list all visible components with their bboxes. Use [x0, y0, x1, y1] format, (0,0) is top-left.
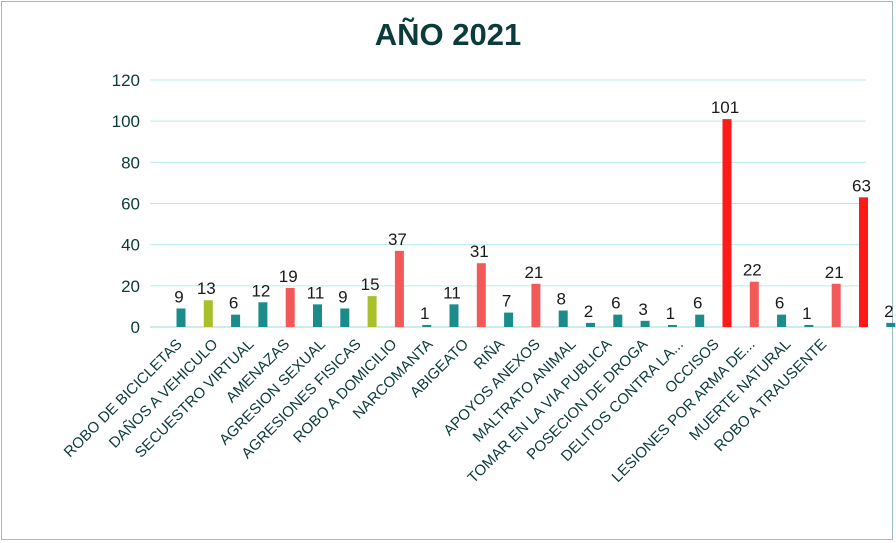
- y-tick-label: 60: [121, 195, 140, 214]
- bar: [531, 283, 541, 327]
- data-label: 9: [338, 287, 347, 306]
- data-label: 31: [470, 242, 489, 261]
- data-label: 1: [802, 304, 811, 323]
- bar: [640, 320, 650, 327]
- bar: [340, 308, 350, 327]
- data-label: 21: [825, 263, 844, 282]
- bar: [886, 322, 896, 327]
- data-label: 6: [693, 294, 702, 313]
- data-label: 3: [638, 300, 647, 319]
- bar: [231, 314, 241, 327]
- y-tick-label: 80: [121, 153, 140, 172]
- data-label: 7: [502, 292, 511, 311]
- bar: [749, 281, 759, 327]
- data-label: 22: [743, 261, 762, 280]
- data-label: 37: [388, 230, 407, 249]
- bar: [313, 304, 322, 327]
- data-label: 101: [711, 98, 739, 117]
- y-tick-label: 20: [121, 277, 140, 296]
- bar: [422, 324, 432, 327]
- bar: [394, 250, 404, 327]
- y-axis-ticks: 0 20 40 60 80 100 120: [112, 71, 140, 337]
- bar: [777, 314, 787, 327]
- data-label: 1: [666, 304, 675, 323]
- data-label: 6: [229, 294, 238, 313]
- bar: [613, 314, 623, 327]
- bar: [558, 310, 568, 327]
- data-label: 9: [174, 287, 183, 306]
- bar: [859, 197, 868, 327]
- data-label: 2: [584, 302, 593, 321]
- bar: [203, 300, 213, 327]
- data-label: 6: [775, 294, 784, 313]
- y-tick-label: 40: [121, 236, 140, 255]
- bar: [586, 322, 595, 327]
- bar: [722, 119, 732, 327]
- data-label: 21: [524, 263, 543, 282]
- data-label: 1: [420, 304, 429, 323]
- bar: [258, 302, 268, 327]
- bars: [176, 119, 896, 327]
- gridlines: [150, 79, 866, 328]
- data-label: 13: [197, 279, 216, 298]
- bar: [476, 263, 486, 327]
- bar: [176, 308, 186, 327]
- y-tick-label: 100: [112, 112, 140, 131]
- bar: [504, 312, 514, 327]
- data-label: 19: [279, 267, 298, 286]
- bar: [804, 324, 814, 327]
- y-tick-label: 0: [131, 318, 140, 337]
- bar: [695, 314, 705, 327]
- data-label: 12: [251, 281, 270, 300]
- data-label: 2: [884, 302, 893, 321]
- data-label: 11: [307, 283, 325, 302]
- data-label: 6: [611, 294, 620, 313]
- bar: [449, 304, 459, 327]
- chart-title: AÑO 2021: [374, 17, 522, 52]
- data-label: 11: [443, 283, 461, 302]
- bar: [831, 283, 841, 327]
- bar: [285, 287, 295, 327]
- data-label: 15: [361, 275, 380, 294]
- data-label: 8: [556, 290, 565, 309]
- bar: [667, 324, 677, 327]
- bar: [367, 296, 377, 327]
- y-tick-label: 120: [112, 71, 140, 90]
- data-label: 63: [852, 176, 871, 195]
